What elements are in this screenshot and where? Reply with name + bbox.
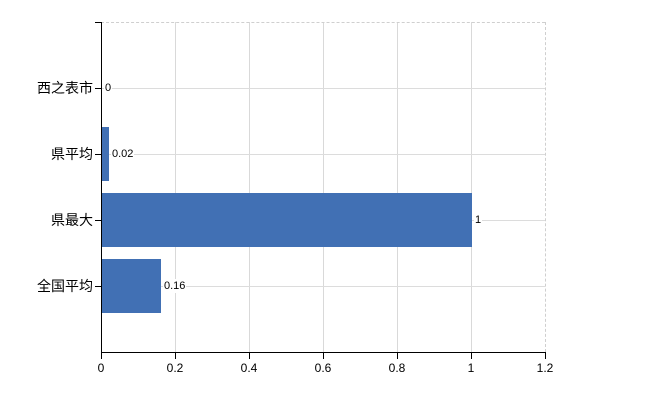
y-tick-label: 西之表市 xyxy=(37,80,93,96)
x-tick-label: 1 xyxy=(467,361,475,375)
y-tick-label: 県最大 xyxy=(51,212,93,228)
bar-value-label: 0.16 xyxy=(163,279,187,293)
bar xyxy=(102,259,161,313)
horizontal-gridline xyxy=(102,88,545,89)
x-axis-tick xyxy=(471,353,472,359)
x-axis-tick xyxy=(249,353,250,359)
vertical-gridline xyxy=(249,22,250,352)
y-axis-top-tick xyxy=(95,22,101,23)
bar xyxy=(102,193,472,247)
x-tick-label: 0.2 xyxy=(166,361,184,375)
bar-value-label: 1 xyxy=(474,213,483,227)
x-tick-label: 0.8 xyxy=(388,361,406,375)
vertical-gridline xyxy=(397,22,398,352)
plot-top-boundary xyxy=(101,22,545,23)
x-tick-label: 0 xyxy=(97,361,105,375)
x-tick-label: 1.2 xyxy=(536,361,554,375)
y-tick-label: 県平均 xyxy=(51,146,93,162)
y-axis-tick xyxy=(95,88,101,89)
x-axis-tick xyxy=(397,353,398,359)
bar xyxy=(102,127,109,181)
bar-value-label: 0.02 xyxy=(111,147,135,161)
y-axis-tick xyxy=(95,154,101,155)
y-axis-tick xyxy=(95,220,101,221)
x-axis-tick xyxy=(175,353,176,359)
vertical-gridline xyxy=(175,22,176,352)
x-axis-tick xyxy=(323,353,324,359)
y-tick-label: 全国平均 xyxy=(37,278,93,294)
vertical-gridline xyxy=(323,22,324,352)
x-axis-tick xyxy=(545,353,546,359)
x-axis-tick xyxy=(101,353,102,359)
x-tick-label: 0.4 xyxy=(240,361,258,375)
y-axis-line xyxy=(101,22,102,359)
plot-right-boundary xyxy=(545,22,546,352)
horizontal-gridline xyxy=(102,286,545,287)
x-axis-line xyxy=(101,352,546,353)
vertical-gridline xyxy=(471,22,472,352)
x-tick-label: 0.6 xyxy=(314,361,332,375)
bar-value-label: 0 xyxy=(104,81,113,95)
horizontal-gridline xyxy=(102,154,545,155)
y-axis-tick xyxy=(95,286,101,287)
